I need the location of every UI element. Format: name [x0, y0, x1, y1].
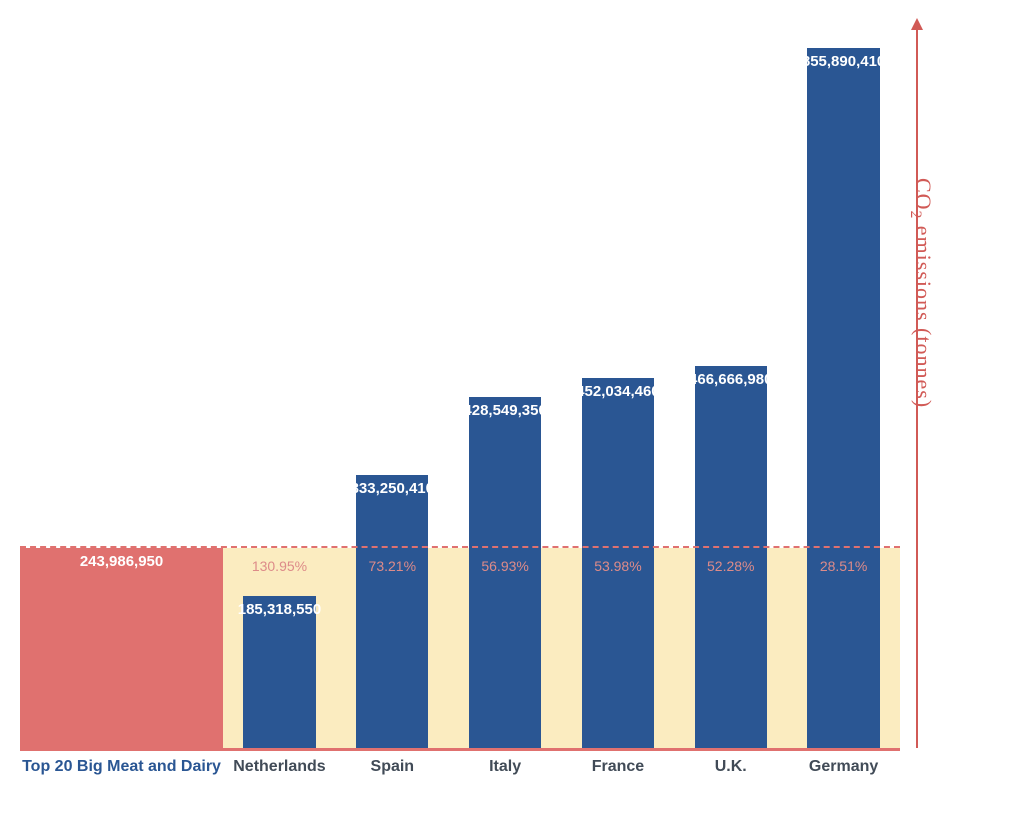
bar: [243, 596, 315, 748]
bar-value-label: 428,549,350: [449, 402, 562, 419]
bar: [695, 366, 767, 748]
bar-value-label: 452,034,460: [562, 383, 675, 400]
reference-line: [20, 546, 900, 548]
bar-value-label: 243,986,950: [20, 553, 223, 570]
bar-percent-label: 56.93%: [449, 558, 562, 574]
bar-percent-label: 53.98%: [562, 558, 675, 574]
bar-percent-label: 28.51%: [787, 558, 900, 574]
bar-value-label: 185,318,550: [223, 601, 336, 618]
bar-value-label: 855,890,410: [787, 53, 900, 70]
y-axis-annotation: CO2 emissions (tonnes): [904, 28, 1004, 748]
bar-slot: 243,986,950: [20, 28, 223, 748]
x-axis-label: Top 20 Big Meat and Dairy: [20, 758, 223, 776]
plot-area: Top 20 Big Meat and DairyNetherlandsSpai…: [20, 28, 900, 751]
bar-percent-label: 52.28%: [674, 558, 787, 574]
y-axis-label: CO2 emissions (tonnes): [910, 178, 936, 598]
x-axis-label: Italy: [449, 758, 562, 776]
x-axis-label: France: [562, 758, 675, 776]
x-axis-label: U.K.: [674, 758, 787, 776]
axis-arrow-head: [911, 18, 923, 30]
chart-stage: Top 20 Big Meat and DairyNetherlandsSpai…: [0, 0, 1024, 820]
bar-value-label: 466,666,980: [674, 371, 787, 388]
bar-value-label: 333,250,410: [336, 480, 449, 497]
x-axis-label: Germany: [787, 758, 900, 776]
bar-percent-label: 73.21%: [336, 558, 449, 574]
bar: [807, 48, 879, 748]
x-axis-labels: Top 20 Big Meat and DairyNetherlandsSpai…: [20, 748, 900, 788]
bar: [356, 475, 428, 748]
x-axis-label: Spain: [336, 758, 449, 776]
x-axis-label: Netherlands: [223, 758, 336, 776]
bar: [20, 548, 223, 748]
bar-percent-label: 130.95%: [223, 558, 336, 574]
